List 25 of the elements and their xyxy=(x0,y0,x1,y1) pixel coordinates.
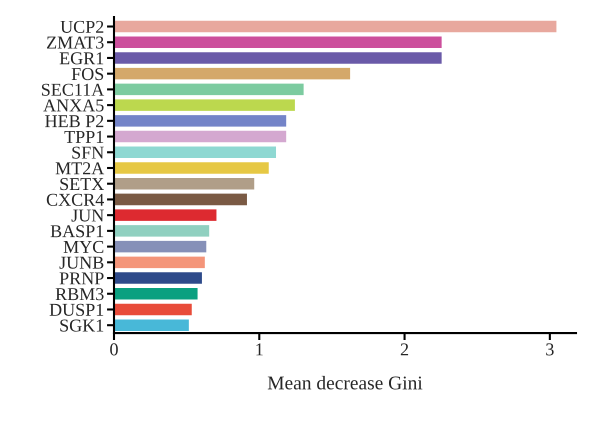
y-tick-label: HEB P2 xyxy=(45,115,104,128)
x-axis-title: Mean decrease Gini xyxy=(268,376,422,390)
y-tick-label: SGK1 xyxy=(60,320,104,332)
y-tick-label: DUSP1 xyxy=(50,304,104,316)
y-tick-label: SETX xyxy=(60,178,104,190)
y-tick-label: JUNB xyxy=(60,256,104,269)
y-tick-label: JUN xyxy=(72,210,104,222)
y-tick-label: SEC11A xyxy=(42,84,104,96)
y-tick-label: BASP1 xyxy=(50,225,104,238)
x-tick-label: 0 xyxy=(110,343,118,356)
y-tick-label: RBM3 xyxy=(56,288,104,300)
x-tick-label: 1 xyxy=(256,343,263,356)
y-tick-label: EGR1 xyxy=(60,52,104,64)
y-tick-label: UCP2 xyxy=(60,20,104,33)
y-tick-label: MT2A xyxy=(56,162,104,174)
y-tick-label: FOS xyxy=(72,68,104,80)
y-tick-label: MYC xyxy=(64,240,104,254)
y-tick-label: ANXA5 xyxy=(43,99,104,112)
x-tick-label: 2 xyxy=(400,343,408,356)
y-tick-label: PRNP xyxy=(60,272,104,284)
x-tick-label: 3 xyxy=(546,343,554,356)
y-tick-label: TPP1 xyxy=(64,130,104,143)
y-tick-label: CXCR4 xyxy=(46,194,104,206)
y-tick-label: ZMAT3 xyxy=(46,36,104,49)
y-tick-label: SFN xyxy=(72,146,104,159)
